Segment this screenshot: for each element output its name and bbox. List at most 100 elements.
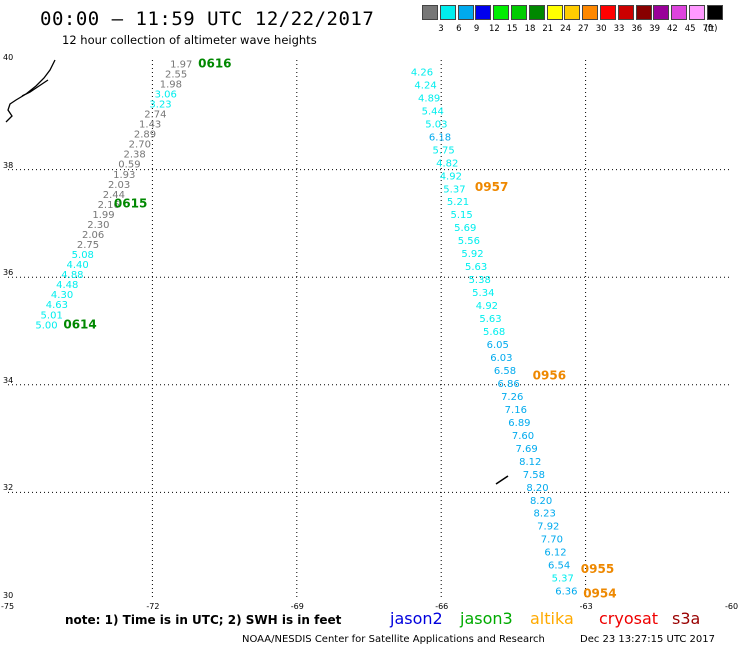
wave-height-label: 5.37 <box>552 574 574 585</box>
legend-swatch <box>475 5 492 20</box>
legend-swatch <box>653 5 670 20</box>
wave-height-label: 8.12 <box>519 457 541 468</box>
wave-height-label: 2.89 <box>134 130 156 141</box>
wave-height-label: 5.03 <box>425 119 447 130</box>
wave-height-label: 8.20 <box>530 496 552 507</box>
wave-height-label: 4.92 <box>476 301 498 312</box>
wave-height-label: 3.06 <box>155 89 177 100</box>
legend-label: 30 <box>595 24 607 34</box>
wave-height-label: 8.23 <box>534 509 556 520</box>
wave-height-label: 1.43 <box>139 120 161 131</box>
wave-height-label: 5.69 <box>454 223 476 234</box>
legend-swatch <box>457 5 474 20</box>
satellite-name: altika <box>530 609 574 628</box>
legend-swatch <box>422 5 438 20</box>
legend-swatch <box>706 5 723 20</box>
units-note: note: 1) Time is in UTC; 2) SWH is in fe… <box>65 613 342 627</box>
wave-height-label: 2.44 <box>103 190 125 201</box>
wave-height-label: 6.86 <box>497 379 519 390</box>
legend-label: 33 <box>613 24 625 34</box>
wave-height-label: 1.97 <box>170 59 192 70</box>
legend-label: 3 <box>438 24 444 34</box>
wave-height-label: 8.20 <box>526 483 548 494</box>
legend-swatch <box>493 5 510 20</box>
wave-height-label: 4.92 <box>440 171 462 182</box>
longitude-label: -66 <box>435 602 449 611</box>
latitude-label: 38 <box>3 160 14 170</box>
wave-height-label: 5.37 <box>443 184 465 195</box>
legend-label: 18 <box>524 24 536 34</box>
legend-swatch <box>671 5 688 20</box>
wave-height-label: 7.60 <box>512 431 534 442</box>
pass-time-label: 0614 <box>63 317 96 331</box>
latitude-label: 30 <box>3 591 14 600</box>
wave-height-label: 2.38 <box>123 150 145 161</box>
legend-label: 6 <box>456 24 462 34</box>
legend-label: 45 <box>684 24 696 34</box>
legend-swatch <box>511 5 527 20</box>
wave-height-label: 2.55 <box>165 69 187 80</box>
wave-height-label: 5.56 <box>458 236 480 247</box>
wave-height-label: 7.16 <box>505 405 527 416</box>
wave-height-label: 6.12 <box>544 548 566 559</box>
wave-height-label: 5.01 <box>41 310 63 321</box>
wave-height-label: 5.63 <box>479 314 501 325</box>
legend-swatch <box>635 5 652 20</box>
wave-height-label: 2.06 <box>82 230 104 241</box>
legend-label: 39 <box>649 24 660 34</box>
legend-label: 21 <box>542 24 554 34</box>
wave-height-label: 5.68 <box>483 327 505 338</box>
wave-height-label: 2.70 <box>129 140 151 151</box>
latitude-label: 40 <box>3 53 14 62</box>
wave-height-label: 5.21 <box>447 197 469 208</box>
legend-swatch <box>546 5 563 20</box>
wave-height-label: 7.58 <box>523 470 545 481</box>
legend-label: 27 <box>577 24 589 34</box>
wave-height-label: 6.18 <box>429 132 451 143</box>
legend-swatch <box>617 5 634 20</box>
island-shape <box>495 475 509 485</box>
wave-height-label: 6.36 <box>555 587 577 598</box>
map-subtitle: 12 hour collection of altimeter wave hei… <box>62 33 317 47</box>
legend-unit: (ft) <box>704 24 718 34</box>
wave-height-label: 6.58 <box>494 366 516 377</box>
wave-height-label: 7.26 <box>501 392 523 403</box>
generation-timestamp: Dec 23 13:27:15 UTC 2017 <box>580 634 715 645</box>
pass-time-label: 0954 <box>583 586 616 600</box>
pass-time-label: 0957 <box>475 180 508 194</box>
longitude-label: -75 <box>1 602 15 611</box>
wave-height-label: 2.75 <box>77 240 99 251</box>
satellite-name: cryosat <box>599 609 659 628</box>
wave-height-label: 5.38 <box>469 275 491 286</box>
wave-height-label: 1.93 <box>113 170 135 181</box>
wave-height-label: 6.89 <box>508 418 530 429</box>
wave-height-label: 5.15 <box>451 210 473 221</box>
wave-height-label: 6.05 <box>487 340 509 351</box>
legend-label: 24 <box>560 24 571 34</box>
pass-time-label: 0615 <box>114 196 147 210</box>
wave-height-label: 2.74 <box>144 110 166 121</box>
longitude-label: -72 <box>146 602 160 611</box>
wave-height-label: 2.16 <box>98 200 120 211</box>
credit-text: NOAA/NESDIS Center for Satellite Applica… <box>242 634 545 645</box>
latitude-label: 34 <box>3 375 14 385</box>
wave-height-label: 4.88 <box>61 270 83 281</box>
legend-label: 9 <box>473 24 480 34</box>
legend-label: 70 <box>702 24 714 34</box>
wave-height-label: 5.75 <box>432 145 454 156</box>
pass-time-label: 0955 <box>581 562 614 576</box>
wave-height-label: 4.63 <box>46 300 68 311</box>
wave-height-label: 4.89 <box>418 93 440 104</box>
wave-height-label: 5.08 <box>72 250 94 261</box>
wave-height-label: 7.69 <box>516 444 538 455</box>
wave-height-label: 4.26 <box>411 67 433 78</box>
satellite-name: s3a <box>672 609 701 628</box>
wave-height-label: 6.03 <box>490 353 512 364</box>
wave-height-label: 5.44 <box>422 106 444 117</box>
longitude-label: -69 <box>290 602 304 611</box>
latitude-label: 32 <box>3 483 14 493</box>
coastline-shape <box>5 59 56 123</box>
satellite-name: jason2 <box>390 609 443 628</box>
legend-swatch <box>528 5 545 20</box>
